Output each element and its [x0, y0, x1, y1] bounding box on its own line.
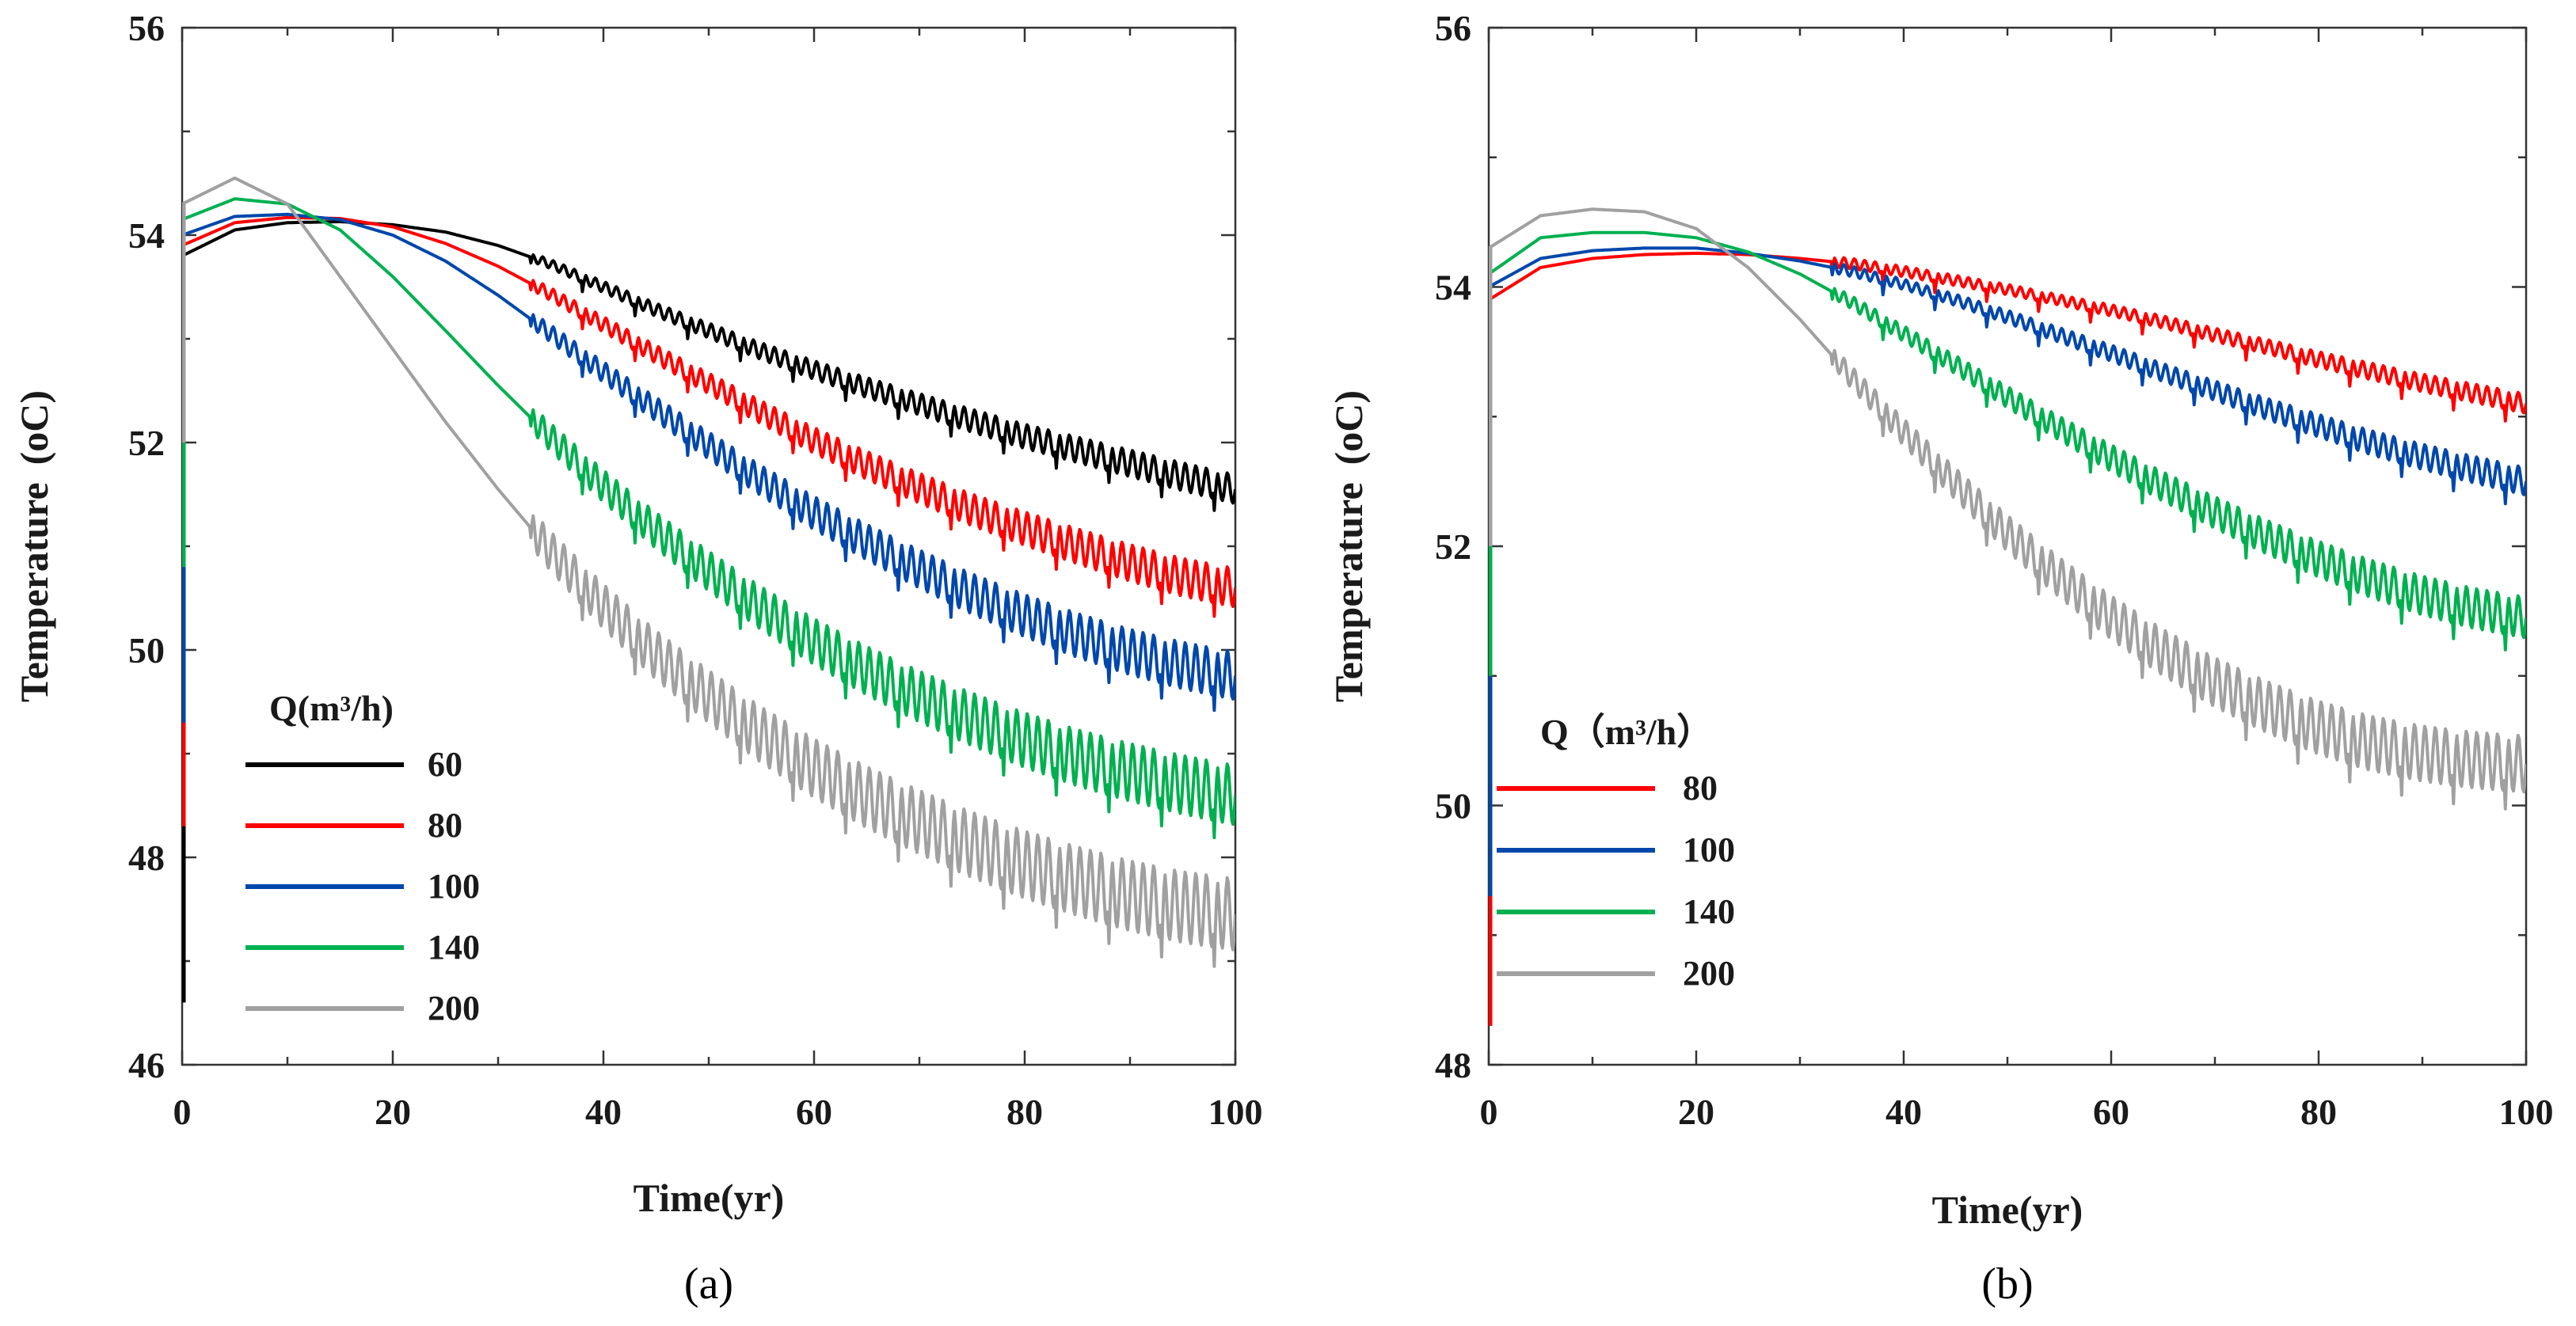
series-140: [182, 197, 1235, 840]
series-140: [1489, 230, 2526, 676]
legend-label: 80: [1683, 769, 1718, 807]
y-axis-title-group: Temperature (oC): [12, 390, 56, 702]
y-tick-label: 46: [128, 1045, 165, 1085]
legend: Q(m³/h) 60 80 100 140 200: [245, 688, 480, 1028]
plot-area: [1489, 207, 2526, 1026]
panel-label: (b): [1981, 1260, 2033, 1309]
y-axis-title-text: Temperature: [12, 482, 56, 702]
legend-label: 100: [428, 867, 480, 906]
legend-label: 200: [428, 989, 480, 1028]
x-tick-label: 40: [585, 1092, 622, 1132]
panel-label: (a): [684, 1260, 733, 1309]
x-tick-label: 40: [1885, 1092, 1922, 1132]
series-80-line: [1489, 251, 2526, 423]
y-axis-title-text: Temperature: [1326, 482, 1371, 702]
series-200-line: [1489, 207, 2526, 811]
legend-label: 200: [1683, 954, 1735, 993]
legend-title: Q（m³/h）: [1540, 712, 1713, 752]
y-axis-title: Temperature (oC): [1326, 390, 1371, 702]
legend-item: 100: [1497, 830, 1735, 869]
y-tick-label: 48: [1435, 1045, 1471, 1085]
y-axis-title-unit: (oC): [12, 390, 56, 465]
x-tick-label: 20: [1678, 1092, 1714, 1132]
legend-item: 60: [245, 745, 462, 784]
y-tick-label: 52: [1435, 526, 1471, 567]
x-tick-label: 20: [375, 1092, 411, 1132]
series-140-line: [1489, 230, 2526, 652]
y-tick-label: 50: [128, 630, 165, 671]
x-tick-label: 60: [2093, 1092, 2129, 1132]
y-axis-title-unit: (oC): [1326, 390, 1371, 465]
series-100: [182, 212, 1235, 723]
legend: Q（m³/h） 80 100 140 200: [1497, 712, 1735, 993]
legend-label: 140: [1683, 892, 1735, 931]
plot-area: [182, 177, 1235, 1003]
x-tick-label: 80: [2300, 1092, 2337, 1132]
x-tick-label: 100: [1208, 1092, 1263, 1132]
x-tick-label: 60: [796, 1092, 832, 1132]
legend-title: Q(m³/h): [269, 688, 394, 728]
series-100-line: [182, 212, 1235, 712]
x-axis-title: Time(yr): [634, 1176, 785, 1220]
y-tick-label: 56: [1435, 8, 1471, 48]
legend-item: 140: [245, 928, 480, 967]
legend-label: 140: [428, 928, 480, 967]
series-140-line: [182, 197, 1235, 840]
legend-item: 200: [1497, 954, 1735, 993]
y-tick-label: 56: [128, 8, 165, 48]
legend-item: 140: [1497, 892, 1735, 931]
x-tick-label: 0: [1480, 1092, 1498, 1132]
plot-frame: [1487, 26, 2528, 1066]
y-axis-title-group: Temperature (oC): [1326, 390, 1371, 702]
y-tick-label: 54: [1435, 268, 1471, 308]
y-tick-label: 50: [1435, 786, 1471, 826]
y-tick-label: 48: [128, 838, 165, 878]
panel-a: 0 20 40 60 80 100 46 48 50 52 54 56 Time(yr) Temperat…: [12, 8, 1263, 1309]
series-200-line: [182, 177, 1235, 968]
legend-label: 60: [428, 745, 462, 784]
legend-label: 80: [428, 806, 462, 845]
series-80-line: [182, 215, 1235, 618]
legend-item: 200: [245, 989, 480, 1028]
legend-label: 100: [1683, 830, 1735, 869]
x-axis-title: Time(yr): [1932, 1187, 2083, 1232]
x-tick-label: 100: [2499, 1092, 2554, 1132]
panel-b: 0 20 40 60 80 100 48 50 52 54 56 Time(yr) Temperatur…: [1326, 8, 2554, 1309]
legend-item: 80: [1497, 769, 1718, 807]
legend-item: 100: [245, 867, 480, 906]
series-60-line: [182, 220, 1235, 512]
series-100-line: [1489, 246, 2526, 506]
y-tick-label: 54: [128, 215, 165, 256]
series-80: [182, 215, 1235, 826]
y-axis-title: Temperature (oC): [12, 390, 56, 702]
series-200: [182, 177, 1235, 968]
legend-item: 80: [245, 806, 462, 845]
y-tick-label: 52: [128, 423, 165, 463]
x-tick-label: 0: [173, 1092, 192, 1132]
x-tick-label: 80: [1006, 1092, 1043, 1132]
series-200: [1489, 207, 2526, 811]
